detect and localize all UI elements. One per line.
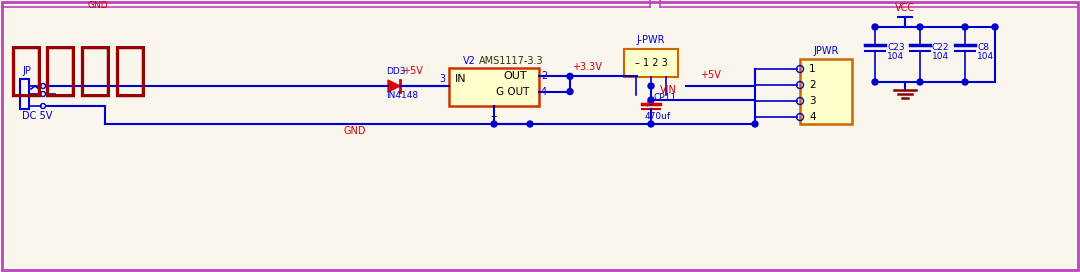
Text: –: – [491, 110, 497, 123]
Circle shape [648, 97, 654, 103]
Circle shape [993, 24, 998, 30]
Circle shape [872, 79, 878, 85]
Circle shape [567, 89, 573, 95]
Bar [21, 79, 29, 109]
Text: JP: JP [22, 66, 31, 76]
Circle shape [567, 73, 573, 79]
Text: J-PWR: J-PWR [637, 35, 665, 45]
Bar [449, 68, 539, 106]
Circle shape [917, 24, 923, 30]
Text: VIN: VIN [660, 85, 677, 95]
Circle shape [962, 24, 968, 30]
Text: IN: IN [455, 74, 467, 84]
Bar [800, 59, 852, 124]
Text: CP11: CP11 [653, 93, 676, 102]
Text: +5V: +5V [700, 70, 720, 80]
Text: 104: 104 [887, 52, 904, 61]
Circle shape [917, 79, 923, 85]
Text: 4: 4 [809, 112, 815, 122]
Text: 4: 4 [541, 86, 548, 97]
Text: 470uf: 470uf [645, 112, 671, 121]
Circle shape [752, 121, 758, 127]
Text: DC 5V: DC 5V [22, 111, 52, 121]
Text: IN4148: IN4148 [386, 91, 418, 100]
Circle shape [648, 121, 654, 127]
Text: GND: GND [87, 1, 108, 10]
Text: DD3: DD3 [386, 67, 405, 76]
Text: VCC: VCC [895, 3, 915, 13]
Text: 3: 3 [809, 96, 815, 106]
Text: C22: C22 [932, 43, 949, 52]
Text: GND: GND [343, 126, 366, 136]
Text: +3.3V: +3.3V [572, 62, 602, 72]
Text: 104: 104 [932, 52, 949, 61]
Bar [624, 49, 678, 77]
Text: V2: V2 [463, 56, 476, 66]
Text: 2: 2 [809, 80, 815, 90]
Text: 3: 3 [438, 74, 445, 84]
Circle shape [527, 121, 534, 127]
Text: – 1 2 3: – 1 2 3 [635, 58, 667, 68]
Text: +: + [643, 99, 652, 109]
Text: C23: C23 [887, 43, 905, 52]
Text: 2: 2 [541, 71, 548, 81]
Text: OUT: OUT [503, 71, 527, 81]
Circle shape [962, 79, 968, 85]
Text: +5V: +5V [402, 66, 423, 76]
Text: 104: 104 [977, 52, 994, 61]
Circle shape [648, 83, 654, 89]
Text: JPWR: JPWR [813, 46, 839, 56]
Circle shape [491, 121, 497, 127]
Text: AMS1117-3.3: AMS1117-3.3 [480, 56, 543, 66]
Polygon shape [388, 80, 400, 92]
Text: 1: 1 [809, 64, 815, 74]
Text: G OUT: G OUT [496, 86, 529, 97]
Text: 电源模块: 电源模块 [8, 42, 148, 99]
Circle shape [872, 24, 878, 30]
Text: C8: C8 [977, 43, 989, 52]
